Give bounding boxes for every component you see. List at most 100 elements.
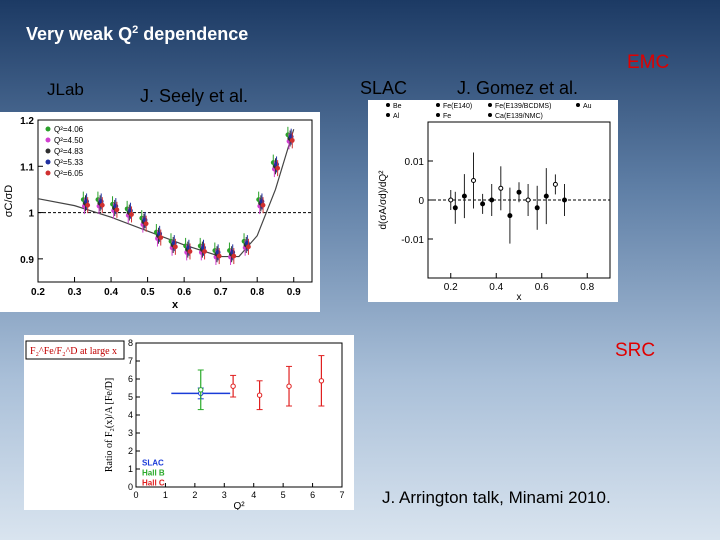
- legend-label: Q²=4.83: [54, 147, 84, 156]
- jlab-emc-plot: 0.2 0.3 0.4 0.5 0.6 0.7 0.8 0.9 0.9 1 1.1 1.2 x σC/σD…: [0, 112, 320, 312]
- data-point: [471, 178, 476, 183]
- gomez-label: J. Gomez et al.: [457, 78, 579, 98]
- data-point: [461, 193, 467, 199]
- x-tick-label: 0.4: [104, 287, 118, 298]
- y-tick-label: 6: [128, 374, 133, 384]
- data-point: [452, 205, 458, 211]
- x-tick-label: 0.6: [535, 282, 549, 293]
- legend-label: Fe(E140): [443, 103, 472, 110]
- jlab-emc-chart-svg: 0.2 0.3 0.4 0.5 0.6 0.7 0.8 0.9 0.9 1 1.1 1.2 x σC/σD…: [3, 116, 313, 311]
- x-tick-label: 5: [281, 490, 286, 500]
- src-ratio-plot: 0 1 2 3 4 5 6 7 0 1 2 3 4 5 6 7 8 Q² Ratio of F₂(x)/A [Fe/…: [24, 335, 354, 510]
- legend-marker: [386, 103, 390, 107]
- data-point: [516, 189, 522, 195]
- x-tick-label: 0.6: [177, 287, 191, 298]
- data-point: [99, 202, 105, 208]
- credit-text: J. Arrington talk, Minami 2010.: [382, 488, 611, 507]
- y-tick-label: 7: [128, 356, 133, 366]
- data-point: [187, 249, 193, 254]
- y-tick-label: 0: [418, 196, 424, 207]
- x-tick-label: 0.5: [141, 287, 155, 298]
- emc-label: EMC: [627, 52, 670, 73]
- src-label: SRC: [615, 340, 656, 361]
- legend-label: Q²=4.50: [54, 136, 84, 145]
- data-point: [114, 207, 120, 213]
- y-axis-label: σC/σD: [3, 185, 15, 218]
- x-tick-label: 0.7: [214, 287, 228, 298]
- legend-label: Au: [583, 103, 592, 110]
- slac-derivative-chart-svg: 0.2 0.4 0.6 0.8 0.01 0 -0.01 x d(σA/σd)/dQ² Be Al F…: [378, 103, 611, 302]
- y-axis-label: d(σA/σd)/dQ²: [378, 170, 389, 230]
- legend-marker: [45, 137, 51, 143]
- x-tick-label: 7: [339, 490, 344, 500]
- x-tick-label: 2: [192, 490, 197, 500]
- data-point: [489, 197, 495, 203]
- y-tick-label: 0: [128, 482, 133, 492]
- data-point: [498, 185, 504, 191]
- y-tick-label: 0.9: [20, 255, 34, 266]
- y-tick-label: 1: [28, 209, 34, 220]
- legend-marker: [488, 113, 492, 117]
- legend-marker: [45, 159, 51, 165]
- legend-label: Fe: [443, 113, 451, 120]
- data-point: [275, 165, 281, 171]
- x-tick-label: 0.2: [31, 287, 45, 298]
- legend-label: Q²=4.06: [54, 125, 84, 134]
- legend-box: [25, 340, 125, 360]
- legend-label: Ca(E139/NMC): [495, 113, 543, 120]
- data-point: [260, 202, 266, 208]
- data-point: [246, 244, 251, 250]
- legend-box-label: F₂^Fe/F₂^D at large x: [30, 346, 117, 357]
- legend-marker: [576, 103, 580, 107]
- legend-marker: [45, 170, 51, 176]
- data-point: [318, 378, 325, 384]
- plot-frame: [135, 342, 343, 488]
- x-axis-label: x: [172, 299, 179, 311]
- data-point: [289, 137, 295, 143]
- y-tick-label: 2: [128, 446, 133, 456]
- data-point: [129, 212, 134, 217]
- x-tick-label: 0.3: [68, 287, 82, 298]
- data-point: [525, 197, 531, 203]
- data-point: [230, 383, 236, 389]
- legend-marker: [488, 103, 492, 107]
- data-point: [172, 244, 178, 250]
- data-point: [480, 201, 486, 207]
- x-tick-label: 4: [251, 490, 256, 500]
- slac-derivative-plot: 0.2 0.4 0.6 0.8 0.01 0 -0.01 x d(σA/σd)/dQ² Be Al F…: [368, 100, 618, 302]
- slac-label: SLAC: [360, 78, 408, 98]
- x-tick-label: 0.9: [287, 287, 301, 298]
- x-tick-label: 0.8: [250, 287, 264, 298]
- data-point: [216, 253, 222, 259]
- y-tick-label: 1.2: [20, 116, 34, 127]
- y-tick-label: 5: [128, 392, 133, 402]
- legend-label: Be: [393, 103, 402, 110]
- legend-label: Q²=5.33: [54, 158, 84, 167]
- legend-marker: [386, 113, 390, 117]
- x-axis-label: x: [517, 292, 522, 302]
- data-point: [85, 202, 91, 208]
- y-tick-label: 1.1: [20, 162, 34, 173]
- data-point: [552, 181, 558, 187]
- y-tick-label: 4: [128, 410, 133, 420]
- plot-frame: [37, 119, 313, 283]
- x-axis-label: Q²: [233, 501, 245, 510]
- x-tick-label: 3: [222, 490, 227, 500]
- data-point: [231, 253, 237, 259]
- data-point: [256, 392, 263, 398]
- legend-label: Hall C: [142, 478, 165, 487]
- y-tick-label: 1: [128, 464, 133, 474]
- data-point: [202, 249, 207, 254]
- x-tick-label: 0.8: [580, 282, 594, 293]
- data-point: [562, 197, 567, 203]
- y-tick-label: 0.01: [405, 157, 425, 168]
- src-ratio-chart-svg: 0 1 2 3 4 5 6 7 0 1 2 3 4 5 6 7 8 Q² Ratio of F₂(x)/A [Fe/…: [25, 338, 345, 510]
- legend-label: Fe(E139/BCDMS): [495, 103, 551, 110]
- data-point: [198, 387, 204, 393]
- slide-title: Very weak Q2 dependence: [26, 24, 249, 44]
- y-tick-label: 8: [128, 338, 133, 348]
- x-tick-label: 1: [163, 490, 168, 500]
- legend-marker: [45, 148, 51, 154]
- jlab-label: JLab: [47, 80, 84, 99]
